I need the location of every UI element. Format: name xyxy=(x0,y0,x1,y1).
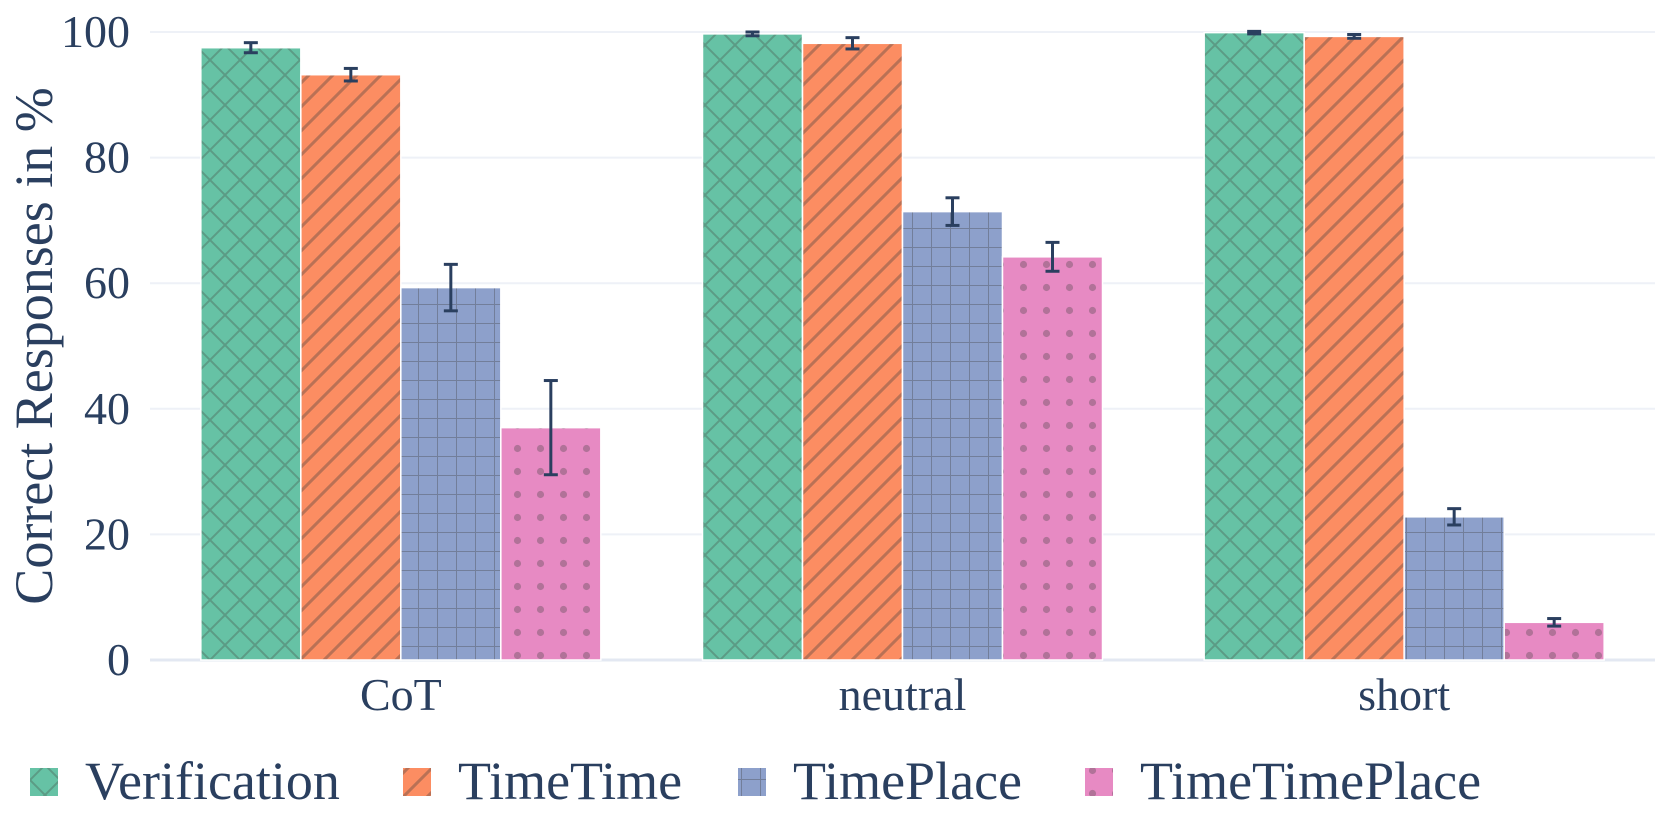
bar-timetime-cot xyxy=(300,73,402,661)
error-bar-timetimeplace-neutral xyxy=(1045,240,1060,273)
bar-verification-short xyxy=(1203,31,1305,661)
x-tick-label-neutral: neutral xyxy=(839,669,967,720)
error-bar-verification-cot xyxy=(243,41,258,55)
bar-pattern xyxy=(801,42,904,661)
bar-timetimeplace-neutral xyxy=(1001,256,1104,661)
bar-timetimeplace-short xyxy=(1503,621,1605,661)
legend-item-verification: Verification xyxy=(30,751,340,811)
bar-pattern xyxy=(1203,31,1305,661)
error-bars xyxy=(243,29,1562,628)
x-tick-label-cot: CoT xyxy=(360,669,442,720)
legend-swatch-pattern xyxy=(30,768,58,796)
legend-item-timetimeplace: TimeTimePlace xyxy=(1085,751,1481,811)
bar-timeplace-short xyxy=(1403,516,1505,661)
error-bar-timetimeplace-short xyxy=(1547,617,1562,628)
error-bar-timeplace-cot xyxy=(443,262,458,313)
legend-label: Verification xyxy=(85,751,340,811)
legend: Verification TimeTime TimePlace TimeTimePla… xyxy=(30,751,1481,811)
bar-pattern xyxy=(400,286,502,661)
legend-swatch-pattern xyxy=(1085,768,1113,796)
error-bar-timeplace-neutral xyxy=(945,196,960,227)
x-tick-label-short: short xyxy=(1358,669,1450,720)
bar-verification-cot xyxy=(200,46,302,661)
error-bar-timeplace-short xyxy=(1447,507,1462,527)
legend-label: TimeTimePlace xyxy=(1140,751,1481,811)
error-bar-verification-neutral xyxy=(745,30,760,38)
legend-swatch-pattern xyxy=(403,768,431,796)
bar-pattern xyxy=(701,33,804,661)
bar-timetime-short xyxy=(1303,35,1405,661)
bar-pattern xyxy=(1503,621,1605,661)
legend-item-timeplace: TimePlace xyxy=(738,751,1022,811)
y-tick-label: 60 xyxy=(84,257,130,308)
bar-verification-neutral xyxy=(701,33,804,661)
bar-pattern xyxy=(200,46,302,661)
error-bar-timetime-cot xyxy=(343,66,358,83)
bar-pattern xyxy=(1403,516,1505,661)
legend-label: TimePlace xyxy=(793,751,1022,811)
bar-timetime-neutral xyxy=(801,42,904,661)
y-tick-label: 20 xyxy=(84,508,130,559)
bar-timeplace-neutral xyxy=(901,210,1004,661)
error-bar-timetime-neutral xyxy=(845,36,860,51)
bar-pattern xyxy=(1001,256,1104,661)
y-axis-title: Correct Responses in % xyxy=(4,87,64,604)
y-tick-label: 80 xyxy=(84,132,130,183)
error-bar-timetime-short xyxy=(1347,33,1362,40)
bar-pattern xyxy=(300,73,402,661)
legend-swatch-pattern xyxy=(738,768,766,796)
error-bar-timetimeplace-cot xyxy=(543,379,558,477)
legend-label: TimeTime xyxy=(458,751,682,811)
y-tick-label: 100 xyxy=(61,6,130,57)
y-tick-label: 0 xyxy=(107,634,130,685)
y-tick-label: 40 xyxy=(84,383,130,434)
bar-pattern xyxy=(1303,35,1405,661)
legend-item-timetime: TimeTime xyxy=(403,751,682,811)
bars xyxy=(200,31,1605,661)
bar-pattern xyxy=(901,210,1004,661)
error-bar-verification-short xyxy=(1247,29,1262,36)
axes: 0 20 40 60 80 100 Correct Responses in % CoT neu… xyxy=(4,6,1450,720)
bar-timeplace-cot xyxy=(400,286,502,661)
